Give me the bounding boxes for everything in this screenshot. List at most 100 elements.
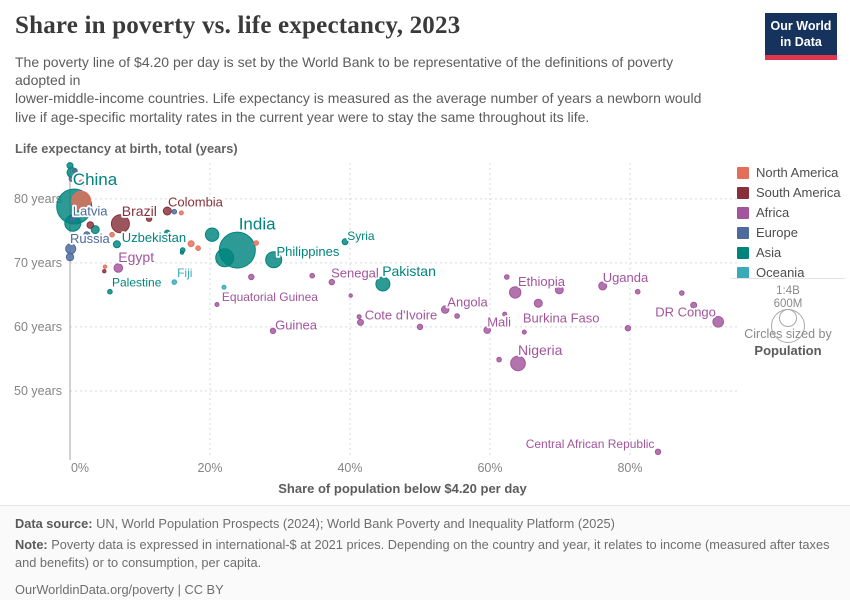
data-point-ethiopia[interactable] <box>509 286 522 299</box>
data-point[interactable] <box>179 250 185 255</box>
data-point[interactable] <box>145 215 153 222</box>
data-point-dr-congo[interactable] <box>712 316 725 328</box>
country-label-mali[interactable]: Mali <box>485 313 512 332</box>
country-label-burkina-faso[interactable]: Burkina Faso <box>521 309 601 328</box>
data-point[interactable] <box>178 210 184 216</box>
data-point[interactable] <box>634 288 641 295</box>
data-point[interactable] <box>215 248 235 268</box>
data-point-palestine[interactable] <box>107 288 113 295</box>
data-point[interactable] <box>521 329 527 335</box>
country-label-central-african-republic[interactable]: Central African Republic <box>524 435 656 453</box>
data-point-mali[interactable] <box>483 326 492 334</box>
data-point[interactable] <box>248 273 255 281</box>
data-point[interactable] <box>221 284 227 290</box>
data-point[interactable] <box>690 301 698 309</box>
license-link[interactable]: OurWorldinData.org/poverty | CC BY <box>15 582 224 598</box>
country-label-philippines[interactable]: Philippines <box>275 242 342 261</box>
country-label-cote-d-ivoire[interactable]: Cote d'Ivoire <box>363 306 439 325</box>
data-point[interactable] <box>102 264 108 269</box>
data-point-cote-d-ivoire[interactable] <box>357 318 364 326</box>
legend-item-oceania[interactable]: Oceania <box>737 265 841 280</box>
data-point[interactable] <box>204 227 220 242</box>
data-point-fiji[interactable] <box>171 279 178 285</box>
country-label-equatorial-guinea[interactable]: Equatorial Guinea <box>220 288 320 306</box>
data-point[interactable] <box>253 240 260 246</box>
country-label-nigeria[interactable]: Nigeria <box>516 340 564 360</box>
data-point-guinea[interactable] <box>269 327 277 334</box>
data-point[interactable] <box>195 245 201 251</box>
owid-logo[interactable]: Our World in Data <box>765 13 837 60</box>
legend-item-asia[interactable]: Asia <box>737 245 841 260</box>
data-point-senegal[interactable] <box>328 278 335 286</box>
country-label-russia[interactable]: Russia <box>68 229 112 248</box>
data-point[interactable] <box>356 314 362 320</box>
country-label-china[interactable]: China <box>71 168 119 191</box>
data-point-burkina-faso[interactable] <box>533 298 543 308</box>
data-point-colombia[interactable] <box>162 206 172 216</box>
y-tick-label: 60 years <box>14 320 62 334</box>
country-label-dr-congo[interactable]: DR Congo <box>653 303 717 322</box>
data-point[interactable] <box>64 214 82 232</box>
data-point-pakistan[interactable] <box>375 276 391 292</box>
data-point[interactable] <box>554 285 564 295</box>
legend-label: Asia <box>756 245 782 260</box>
data-point[interactable] <box>81 210 88 216</box>
data-point[interactable] <box>679 290 685 296</box>
data-point-syria[interactable] <box>341 238 349 246</box>
data-point-angola[interactable] <box>441 305 450 314</box>
country-label-senegal[interactable]: Senegal <box>329 264 380 283</box>
country-label-brazil[interactable]: Brazil <box>120 201 159 221</box>
country-label-colombia[interactable]: Colombia <box>166 193 225 212</box>
data-point[interactable] <box>78 179 86 187</box>
datasource-label: Data source: <box>15 516 93 531</box>
country-label-pakistan[interactable]: Pakistan <box>380 261 437 281</box>
country-label-fiji[interactable]: Fiji <box>175 264 194 282</box>
data-point[interactable] <box>309 272 316 279</box>
data-point[interactable] <box>71 190 92 211</box>
country-label-angola[interactable]: Angola <box>446 293 491 312</box>
data-point[interactable] <box>86 221 95 229</box>
data-point[interactable] <box>109 231 115 238</box>
data-point[interactable] <box>83 231 91 239</box>
data-point-brazil[interactable] <box>110 214 130 234</box>
legend-item-southamerica[interactable]: South America <box>737 185 841 200</box>
country-label-syria[interactable]: Syria <box>345 227 376 245</box>
data-point[interactable] <box>187 240 195 248</box>
data-point-central-african-republic[interactable] <box>654 448 662 455</box>
data-point[interactable] <box>348 293 353 298</box>
legend-item-africa[interactable]: Africa <box>737 205 841 220</box>
data-point-egypt[interactable] <box>113 263 124 273</box>
data-point[interactable] <box>72 167 78 174</box>
data-point[interactable] <box>502 311 508 317</box>
data-point[interactable] <box>102 269 107 274</box>
data-point[interactable] <box>68 176 75 182</box>
data-point-philippines[interactable] <box>265 251 283 269</box>
data-point[interactable] <box>66 162 74 170</box>
legend-label: North America <box>756 165 839 180</box>
country-label-guinea[interactable]: Guinea <box>273 316 319 335</box>
data-point[interactable] <box>65 252 75 262</box>
data-point[interactable] <box>504 274 510 280</box>
country-label-ethiopia[interactable]: Ethiopia <box>516 272 567 291</box>
country-label-uzbekistan[interactable]: Uzbekistan <box>120 228 188 247</box>
data-point[interactable] <box>171 208 178 215</box>
legend-item-northamerica[interactable]: North America <box>737 165 841 180</box>
data-point-uganda[interactable] <box>598 281 608 291</box>
data-point-uzbekistan[interactable] <box>112 240 121 249</box>
data-point-nigeria[interactable] <box>510 355 526 372</box>
legend-item-europe[interactable]: Europe <box>737 225 841 240</box>
country-label-india[interactable]: India <box>237 213 278 236</box>
country-label-palestine[interactable]: Palestine <box>110 274 163 292</box>
data-point[interactable] <box>416 323 424 331</box>
data-point-equatorial-guinea[interactable] <box>214 302 220 307</box>
data-point[interactable] <box>624 325 632 332</box>
data-point[interactable] <box>454 313 460 319</box>
owid-logo-line1: Our World <box>770 19 832 33</box>
data-point[interactable] <box>90 225 100 235</box>
data-point[interactable] <box>496 356 502 363</box>
data-point-latvia[interactable] <box>70 216 76 223</box>
country-label-egypt[interactable]: Egypt <box>117 247 156 267</box>
country-label-uganda[interactable]: Uganda <box>601 268 651 287</box>
data-point[interactable] <box>164 229 171 237</box>
country-label-latvia[interactable]: Latvia <box>71 202 110 221</box>
